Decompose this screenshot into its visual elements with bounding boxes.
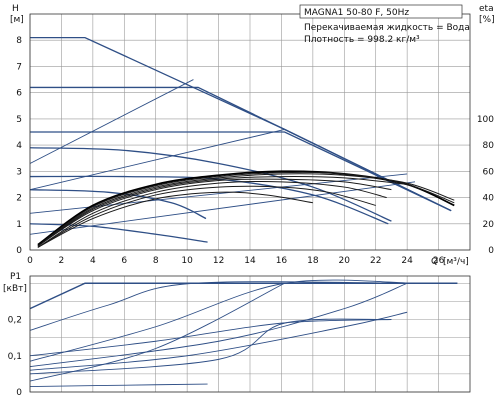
power-curve (29, 318, 392, 375)
density-annotation: Плотность = 998.2 кг/м³ (304, 35, 420, 45)
x-tick-label: 20 (339, 256, 351, 266)
y-tick-label: 2 (16, 194, 22, 204)
power-axis-unit: [кВт] (3, 284, 27, 294)
power-curve (29, 282, 408, 368)
y-axis-unit: [м] (10, 15, 24, 25)
system-curve (29, 181, 416, 235)
x-tick-label: 22 (370, 256, 381, 266)
x-tick-label: 12 (213, 256, 224, 266)
power-curve (29, 281, 416, 331)
y-tick-label: 8 (16, 36, 22, 46)
efficiency-curve (37, 185, 376, 248)
power-curve (29, 279, 416, 362)
power-curve (29, 282, 285, 382)
head-plot-frame (29, 13, 471, 251)
system-curve (29, 128, 285, 191)
head-curve (29, 189, 207, 220)
power-curve (29, 311, 408, 371)
y2-tick-label: 100 (477, 115, 494, 125)
title-box: MAGNA1 50-80 F, 50Hz (299, 4, 463, 19)
efficiency-curve (37, 178, 392, 247)
y-tick-label: 7 (16, 62, 22, 72)
y-tick-label: 6 (16, 89, 22, 99)
x-tick-label: 4 (90, 256, 96, 266)
x-tick-label: 2 (59, 256, 65, 266)
x-tick-label: 6 (121, 256, 127, 266)
head-curve (29, 147, 392, 222)
fluid-annotation: Перекачиваемая жидкость = Вода (304, 23, 470, 33)
y2-tick-label: 60 (483, 167, 495, 177)
y-tick-label: 0 (16, 246, 22, 256)
x-tick-label: 24 (401, 256, 413, 266)
y-axis-label: H (12, 4, 19, 14)
chart-title: MAGNA1 50-80 F, 50Hz (304, 8, 409, 18)
x-axis-label: Q (431, 257, 438, 267)
power-curve (29, 383, 208, 388)
efficiency-curve (37, 171, 455, 247)
y-tick-label: 4 (16, 141, 22, 151)
efficiency-curve (37, 191, 313, 248)
power-y-tick-label: 0 (16, 388, 22, 398)
power-y-tick-label: 0,2 (8, 316, 22, 326)
power-curve (29, 319, 392, 357)
y2-tick-label: 0 (488, 246, 494, 256)
y2-tick-label: 20 (483, 220, 495, 230)
efficiency-curve (37, 176, 408, 247)
x-tick-label: 26 (433, 256, 445, 266)
x-tick-label: 0 (27, 256, 33, 266)
efficiency-curve (37, 180, 387, 248)
x-tick-label: 10 (181, 256, 193, 266)
power-axis-label: P1 (10, 272, 21, 282)
y2-axis-label: eta (479, 4, 494, 14)
power-curve (29, 282, 458, 310)
head-curve (30, 86, 452, 212)
y2-axis-unit: [%] (479, 15, 495, 25)
plot-frames (29, 13, 471, 393)
head-curve (29, 223, 208, 243)
power-plot-frame (29, 275, 471, 393)
x-tick-label: 14 (244, 256, 256, 266)
y-tick-label: 3 (16, 167, 22, 177)
x-axis-unit: [м³/ч] (443, 257, 469, 267)
x-tick-label: 8 (153, 256, 159, 266)
curves (29, 36, 458, 388)
power-y-tick-label: 0,1 (8, 352, 22, 362)
y-tick-label: 5 (16, 115, 22, 125)
tick-labels: 0 2 4 6 8 10 12 14 16 18 20 22 24 2601234567802040608… (8, 36, 495, 398)
system-curve (29, 79, 194, 164)
y2-tick-label: 80 (483, 141, 495, 151)
x-tick-label: 18 (307, 256, 319, 266)
efficiency-curve (37, 173, 455, 247)
head-curve (30, 36, 452, 212)
y-tick-label: 1 (16, 220, 22, 230)
y2-tick-label: 40 (483, 194, 495, 204)
x-tick-label: 16 (276, 256, 288, 266)
